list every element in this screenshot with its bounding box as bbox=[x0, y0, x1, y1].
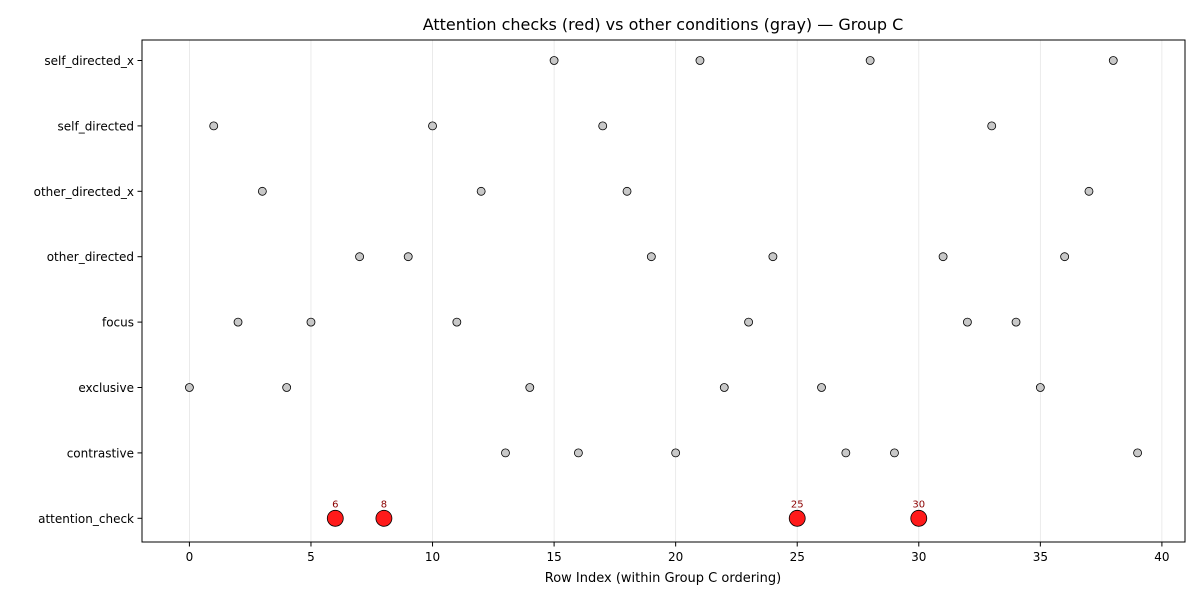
condition-point bbox=[671, 448, 681, 458]
x-tick-label: 15 bbox=[546, 550, 561, 564]
y-tick-label: other_directed bbox=[47, 250, 134, 264]
x-tick-label: 25 bbox=[790, 550, 805, 564]
condition-point bbox=[355, 252, 364, 262]
x-tick-label: 40 bbox=[1154, 550, 1169, 564]
condition-point bbox=[1084, 186, 1094, 196]
condition-point bbox=[890, 448, 899, 458]
point-label: 8 bbox=[381, 499, 387, 510]
condition-point bbox=[282, 383, 292, 392]
attention-check-point bbox=[788, 509, 806, 527]
condition-point bbox=[257, 186, 267, 196]
condition-point bbox=[452, 317, 462, 327]
y-ticks: attention_check contrastive exclusive focus… bbox=[34, 54, 142, 526]
attention-check-point bbox=[375, 509, 393, 527]
condition-point bbox=[1035, 383, 1045, 392]
condition-point bbox=[549, 56, 559, 65]
y-tick-label: self_directed_x bbox=[44, 54, 134, 68]
y-tick-label: other_directed_x bbox=[34, 185, 134, 199]
x-ticks: 0 5 10 15 20 25 30 35 40 bbox=[186, 542, 1170, 564]
y-tick-label: focus bbox=[102, 316, 134, 330]
x-tick-label: 10 bbox=[425, 550, 440, 564]
condition-point bbox=[646, 252, 656, 262]
condition-point bbox=[1108, 56, 1118, 65]
x-tick-label: 30 bbox=[911, 550, 926, 564]
data-points: 6 8 25 30 bbox=[185, 56, 1142, 527]
condition-point bbox=[719, 383, 729, 392]
plot-frame bbox=[141, 39, 1186, 543]
x-tick-label: 5 bbox=[307, 550, 315, 564]
condition-point bbox=[1133, 448, 1142, 458]
condition-point bbox=[987, 121, 997, 131]
condition-point bbox=[525, 383, 535, 392]
condition-point bbox=[1060, 252, 1070, 262]
y-tick-label: self_directed bbox=[58, 119, 135, 133]
point-label: 25 bbox=[791, 499, 804, 510]
chart-title: Attention checks (red) vs other conditio… bbox=[423, 15, 904, 34]
condition-point bbox=[865, 56, 875, 65]
condition-point bbox=[768, 252, 778, 262]
condition-point bbox=[403, 252, 413, 262]
condition-point bbox=[695, 56, 705, 65]
gridlines bbox=[189, 40, 1163, 542]
condition-point bbox=[574, 448, 583, 458]
condition-point bbox=[598, 121, 608, 131]
x-tick-label: 0 bbox=[186, 550, 194, 564]
condition-point bbox=[963, 317, 972, 327]
condition-point bbox=[233, 317, 243, 327]
condition-point bbox=[744, 317, 753, 327]
condition-point bbox=[428, 121, 437, 131]
condition-point bbox=[622, 186, 632, 196]
condition-point bbox=[938, 252, 948, 262]
condition-point bbox=[209, 121, 219, 131]
condition-point bbox=[501, 448, 510, 458]
condition-point bbox=[185, 383, 194, 392]
point-label: 30 bbox=[912, 499, 925, 510]
y-tick-label: contrastive bbox=[67, 446, 134, 460]
condition-point bbox=[817, 383, 826, 392]
attention-check-point bbox=[910, 509, 928, 527]
y-tick-label: attention_check bbox=[38, 512, 134, 526]
x-tick-label: 35 bbox=[1033, 550, 1048, 564]
condition-point bbox=[841, 448, 851, 458]
x-axis-label: Row Index (within Group C ordering) bbox=[545, 571, 781, 586]
attention-check-point bbox=[326, 509, 344, 527]
condition-point bbox=[306, 317, 316, 327]
point-label: 6 bbox=[332, 499, 338, 510]
condition-point bbox=[476, 186, 486, 196]
x-tick-label: 20 bbox=[668, 550, 683, 564]
condition-point bbox=[1011, 317, 1021, 327]
y-tick-label: exclusive bbox=[78, 381, 134, 395]
